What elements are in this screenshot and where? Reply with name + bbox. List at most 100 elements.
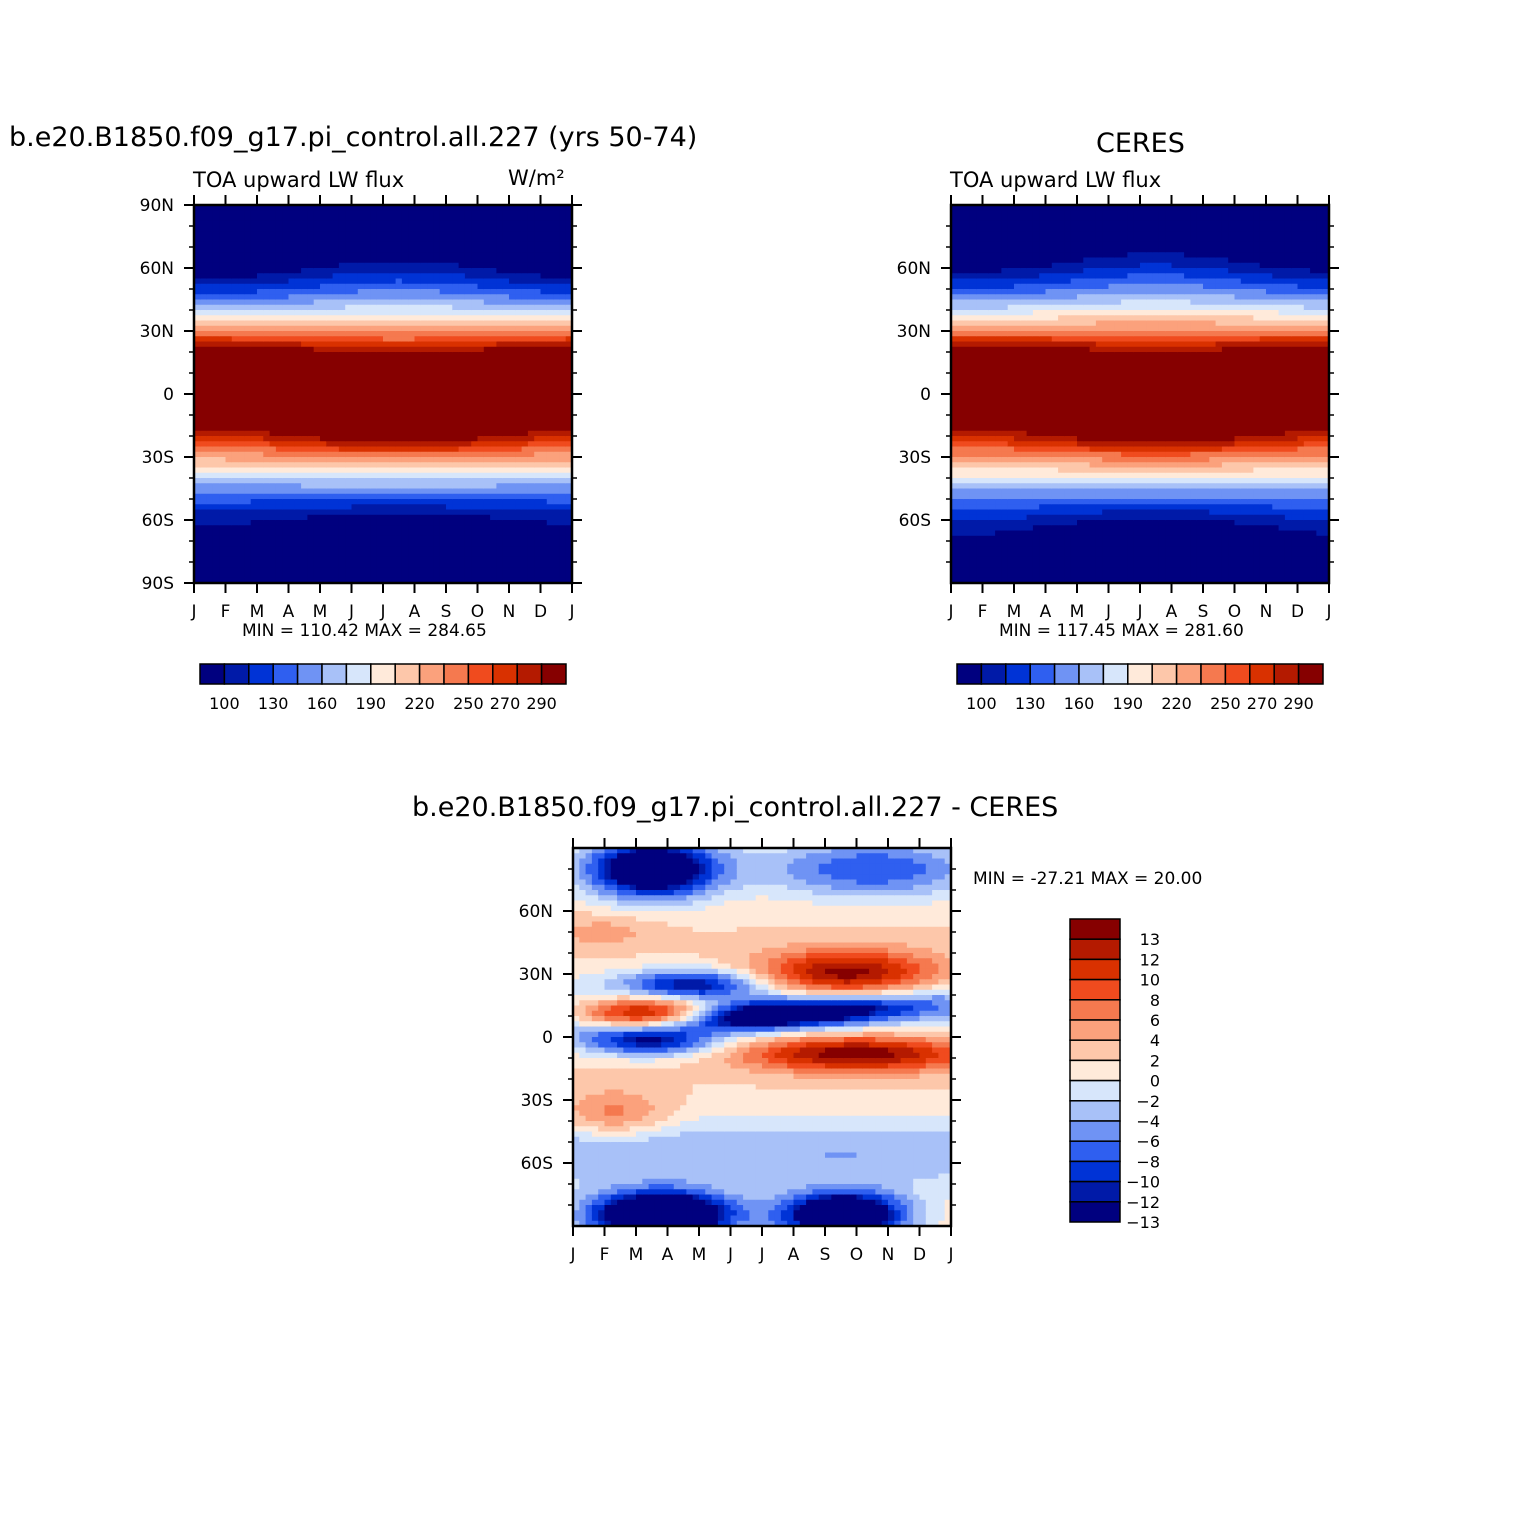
heatmap-cell [263, 562, 271, 568]
heatmap-cell [326, 525, 334, 532]
heatmap-cell [553, 430, 560, 437]
heatmap-cell [269, 299, 277, 306]
heatmap-cell [502, 378, 510, 385]
heatmap-cell [231, 436, 239, 442]
heatmap-cell [553, 556, 560, 563]
heatmap-cell [231, 315, 239, 322]
heatmap-cell [231, 535, 239, 542]
heatmap-cell [301, 273, 308, 280]
heatmap-cell [464, 373, 472, 379]
heatmap-cell [275, 409, 283, 416]
heatmap-cell [320, 520, 327, 526]
heatmap-cell [439, 373, 447, 379]
heatmap-cell [219, 551, 227, 558]
heatmap-cell [527, 535, 535, 542]
heatmap-cell [282, 304, 290, 311]
heatmap-cell [483, 472, 491, 479]
heatmap-cell [401, 556, 409, 563]
heatmap-cell [559, 572, 567, 579]
heatmap-cell [464, 220, 472, 227]
heatmap-cell [231, 357, 239, 364]
heatmap-cell [383, 446, 390, 453]
heatmap-cell [427, 441, 434, 448]
heatmap-cell [263, 499, 271, 505]
heatmap-cell [313, 535, 321, 542]
heatmap-cell [521, 215, 529, 222]
heatmap-cell [326, 493, 334, 500]
heatmap-cell [219, 294, 227, 301]
heatmap-cell [534, 215, 542, 222]
heatmap-cell [345, 425, 353, 432]
heatmap-cell [496, 499, 504, 505]
heatmap-cell [364, 346, 371, 353]
heatmap-cell [257, 404, 264, 411]
heatmap-cell [313, 567, 321, 574]
heatmap-cell [231, 268, 239, 274]
heatmap-cell [439, 525, 447, 532]
heatmap-cell [521, 546, 529, 553]
heatmap-cell [976, 436, 984, 442]
heatmap-cell [294, 268, 302, 274]
heatmap-cell [338, 205, 346, 211]
heatmap-cell [471, 415, 479, 421]
heatmap-cell [269, 220, 277, 227]
heatmap-cell [521, 257, 529, 264]
heatmap-cell [263, 378, 271, 385]
heatmap-cell [553, 299, 560, 306]
heatmap-cell [976, 362, 984, 369]
heatmap-cell [231, 499, 239, 505]
heatmap-cell [301, 367, 308, 374]
heatmap-cell [969, 205, 977, 211]
heatmap-cell [515, 357, 523, 364]
heatmap-cell [288, 446, 296, 453]
heatmap-cell [320, 262, 327, 269]
heatmap-cell [496, 294, 504, 301]
heatmap-cell [338, 373, 346, 379]
heatmap-cell [540, 388, 548, 395]
heatmap-cell [439, 409, 447, 416]
heatmap-cell [200, 210, 208, 217]
heatmap-cell [458, 373, 466, 379]
heatmap-cell [238, 415, 245, 421]
heatmap-cell [370, 315, 378, 322]
heatmap-cell [301, 499, 308, 505]
heatmap-cell [395, 283, 403, 290]
heatmap-cell [345, 378, 353, 385]
heatmap-cell [427, 336, 434, 343]
heatmap-cell [194, 441, 201, 448]
heatmap-cell [995, 514, 1002, 521]
heatmap-cell [225, 220, 233, 227]
heatmap-cell [263, 220, 271, 227]
heatmap-cell [483, 304, 491, 311]
heatmap-cell [995, 436, 1002, 442]
heatmap-cell [345, 346, 353, 353]
heatmap-cell [383, 315, 390, 322]
heatmap-cell [244, 520, 252, 526]
heatmap-cell [357, 530, 365, 537]
heatmap-cell [269, 383, 277, 390]
heatmap-cell [231, 247, 239, 253]
heatmap-cell [313, 325, 321, 332]
heatmap-cell [401, 383, 409, 390]
heatmap-cell [496, 210, 504, 217]
heatmap-cell [995, 457, 1002, 463]
heatmap-cell [206, 478, 214, 484]
heatmap-cell [212, 525, 220, 532]
heatmap-cell [206, 378, 214, 385]
heatmap-cell [439, 320, 447, 327]
heatmap-cell [414, 467, 422, 474]
heatmap-cell [951, 415, 958, 421]
heatmap-cell [969, 262, 977, 269]
heatmap-cell [534, 241, 542, 248]
heatmap-cell [976, 462, 984, 469]
heatmap-cell [527, 467, 535, 474]
heatmap-cell [357, 231, 365, 238]
heatmap-cell [502, 231, 510, 238]
heatmap-cell [294, 373, 302, 379]
heatmap-cell [282, 493, 290, 500]
heatmap-cell [534, 541, 542, 547]
heatmap-cell [471, 294, 479, 301]
heatmap-cell [357, 541, 365, 547]
heatmap-cell [408, 220, 416, 227]
heatmap-cell [212, 499, 220, 505]
